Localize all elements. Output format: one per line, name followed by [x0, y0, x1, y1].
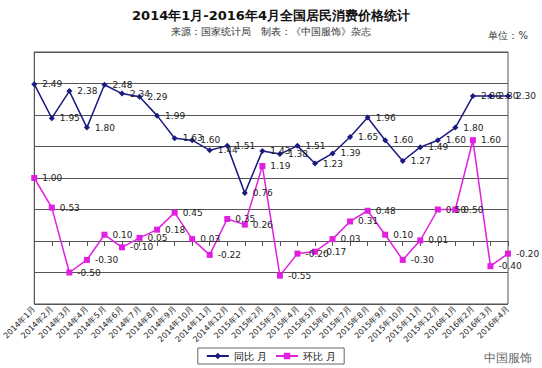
svg-text:2014年1月: 2014年1月: [1, 304, 38, 341]
svg-text:来源：国家统计局 制表：《中国服饰》杂志: 来源：国家统计局 制表：《中国服饰》杂志: [171, 26, 371, 37]
svg-text:1.38: 1.38: [287, 149, 308, 160]
svg-text:2014年5月: 2014年5月: [72, 304, 108, 341]
svg-text:2.30: 2.30: [516, 91, 536, 101]
svg-text:2015年11月: 2015年11月: [384, 304, 424, 345]
svg-text:2.38: 2.38: [77, 86, 97, 96]
svg-text:0.76: 0.76: [253, 188, 273, 198]
svg-text:1.80: 1.80: [95, 123, 115, 133]
svg-text:2.49: 2.49: [42, 79, 62, 89]
svg-text:0.53: 0.53: [60, 203, 80, 213]
svg-text:2014年4月: 2014年4月: [54, 304, 91, 341]
svg-text:1.99: 1.99: [165, 111, 185, 121]
svg-text:0.48: 0.48: [376, 206, 396, 216]
svg-text:2014年1月-2016年4月全国居民消费价格统计: 2014年1月-2016年4月全国居民消费价格统计: [132, 8, 410, 23]
svg-text:-0.30: -0.30: [411, 255, 435, 265]
svg-text:2014年12月: 2014年12月: [191, 304, 231, 345]
svg-text:-0.50: -0.50: [77, 268, 101, 278]
svg-text:同比 月: 同比 月: [234, 351, 267, 362]
svg-text:2014年11月: 2014年11月: [173, 304, 213, 345]
svg-text:1.60: 1.60: [446, 135, 466, 145]
svg-text:1.60: 1.60: [200, 135, 220, 145]
svg-text:2015年2月: 2015年2月: [229, 304, 266, 341]
svg-text:-0.22: -0.22: [218, 250, 241, 260]
svg-text:2015年9月: 2015年9月: [352, 304, 389, 341]
svg-text:2014年8月: 2014年8月: [124, 304, 161, 341]
svg-text:2.34: 2.34: [130, 88, 150, 99]
svg-text:-0.40: -0.40: [498, 261, 522, 271]
svg-text:0.35: 0.35: [235, 213, 256, 224]
svg-text:-0.20: -0.20: [516, 249, 540, 259]
svg-text:0.31: 0.31: [358, 216, 378, 226]
svg-text:0.03: 0.03: [200, 234, 220, 244]
svg-text:-0.20: -0.20: [305, 248, 329, 259]
svg-text:1.19: 1.19: [270, 161, 290, 171]
svg-text:2015年8月: 2015年8月: [335, 304, 371, 341]
svg-text:1.96: 1.96: [376, 113, 396, 123]
svg-text:1.23: 1.23: [323, 159, 343, 169]
svg-text:环比 月: 环比 月: [303, 351, 336, 362]
svg-text:2014年2月: 2014年2月: [19, 304, 55, 341]
svg-text:0.50: 0.50: [445, 204, 466, 215]
svg-text:2015年5月: 2015年5月: [282, 304, 319, 341]
svg-text:1.60: 1.60: [481, 135, 501, 145]
svg-text:2014年10月: 2014年10月: [156, 304, 196, 345]
svg-text:中国服饰: 中国服饰: [484, 351, 532, 365]
svg-text:1.43: 1.43: [270, 145, 291, 156]
svg-text:1.27: 1.27: [411, 156, 431, 166]
svg-text:2014年6月: 2014年6月: [89, 304, 126, 341]
svg-text:单位：%: 单位：%: [488, 30, 528, 41]
svg-text:0.05: 0.05: [147, 232, 168, 243]
svg-text:-0.30: -0.30: [95, 255, 119, 265]
svg-text:2.29: 2.29: [148, 92, 168, 102]
svg-text:2016年2月: 2016年2月: [440, 304, 477, 341]
svg-text:2015年6月: 2015年6月: [300, 304, 336, 341]
svg-text:1.95: 1.95: [60, 113, 80, 123]
svg-text:2015年12月: 2015年12月: [401, 304, 441, 345]
svg-text:1.51: 1.51: [235, 141, 255, 151]
svg-text:2015年1月: 2015年1月: [212, 304, 248, 341]
svg-text:1.65: 1.65: [358, 132, 378, 142]
svg-text:0.18: 0.18: [165, 225, 185, 235]
svg-text:0.45: 0.45: [183, 208, 203, 218]
svg-text:1.60: 1.60: [393, 135, 413, 145]
svg-text:2014年9月: 2014年9月: [142, 304, 178, 341]
svg-text:-0.55: -0.55: [288, 271, 311, 281]
svg-text:1.44: 1.44: [217, 145, 238, 156]
svg-text:2015年4月: 2015年4月: [265, 304, 301, 341]
svg-text:2016年1月: 2016年1月: [422, 304, 459, 341]
svg-text:0.50: 0.50: [463, 205, 483, 215]
svg-text:1.39: 1.39: [341, 148, 361, 158]
svg-text:2.30: 2.30: [498, 91, 519, 102]
svg-text:-0.17: -0.17: [323, 247, 346, 257]
svg-text:1.49: 1.49: [428, 142, 449, 153]
svg-text:1.80: 1.80: [463, 123, 483, 133]
svg-text:2015年3月: 2015年3月: [247, 304, 284, 341]
svg-text:2016年3月: 2016年3月: [458, 304, 494, 341]
svg-text:2.48: 2.48: [112, 79, 133, 90]
svg-text:0.26: 0.26: [253, 220, 273, 230]
svg-text:-0.10: -0.10: [130, 242, 154, 252]
svg-text:0.03: 0.03: [341, 234, 361, 244]
svg-text:2015年7月: 2015年7月: [317, 304, 354, 341]
svg-text:2.30: 2.30: [480, 91, 501, 102]
svg-text:0.10: 0.10: [393, 230, 413, 240]
svg-text:2014年3月: 2014年3月: [36, 304, 73, 341]
svg-text:2016年4月: 2016年4月: [476, 305, 512, 341]
svg-text:0.10: 0.10: [112, 230, 132, 240]
svg-text:2015年10月: 2015年10月: [366, 304, 406, 345]
svg-text:0.01: 0.01: [428, 235, 448, 245]
svg-text:1.00: 1.00: [42, 173, 62, 183]
svg-text:1.51: 1.51: [305, 141, 325, 151]
svg-text:1.63: 1.63: [182, 133, 203, 144]
svg-text:2014年7月: 2014年7月: [107, 304, 143, 341]
